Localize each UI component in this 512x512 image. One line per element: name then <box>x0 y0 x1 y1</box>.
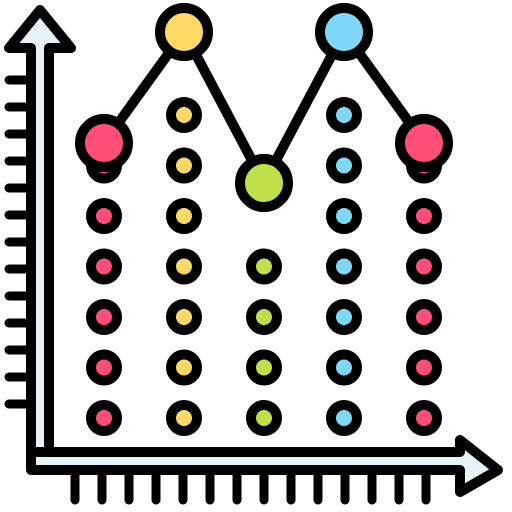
x-axis <box>26 435 503 505</box>
peak-marker <box>395 114 453 172</box>
data-dot <box>326 299 362 335</box>
data-dot <box>86 299 122 335</box>
data-dot <box>406 299 442 335</box>
data-dot <box>86 248 122 285</box>
data-dot <box>166 97 202 133</box>
data-dot <box>246 349 282 386</box>
data-dot <box>166 147 202 184</box>
data-dot <box>86 198 122 234</box>
data-dot <box>246 248 282 285</box>
y-axis-ticks <box>4 75 36 409</box>
peak-marker <box>315 3 373 61</box>
data-dot <box>326 147 362 184</box>
data-dot <box>166 400 202 436</box>
data-dot <box>166 248 202 285</box>
data-dot <box>246 400 282 436</box>
data-dot <box>326 97 362 133</box>
peak-marker <box>75 114 133 172</box>
peak-marker <box>155 3 213 61</box>
data-dot <box>326 248 362 285</box>
data-dot <box>86 349 122 386</box>
data-dot <box>326 349 362 386</box>
x-axis-ticks <box>70 465 431 505</box>
peak-marker <box>235 154 293 212</box>
data-dot <box>166 198 202 234</box>
data-dot <box>166 299 202 335</box>
data-dot <box>166 349 202 386</box>
data-dot <box>406 198 442 234</box>
data-dot <box>406 248 442 285</box>
data-dot <box>406 349 442 386</box>
data-dot <box>406 400 442 436</box>
peak-markers <box>75 3 453 212</box>
data-dots <box>86 97 442 436</box>
data-dot <box>86 400 122 436</box>
y-axis <box>4 5 76 457</box>
data-dot <box>246 299 282 335</box>
data-dot <box>326 198 362 234</box>
data-dot <box>326 400 362 436</box>
